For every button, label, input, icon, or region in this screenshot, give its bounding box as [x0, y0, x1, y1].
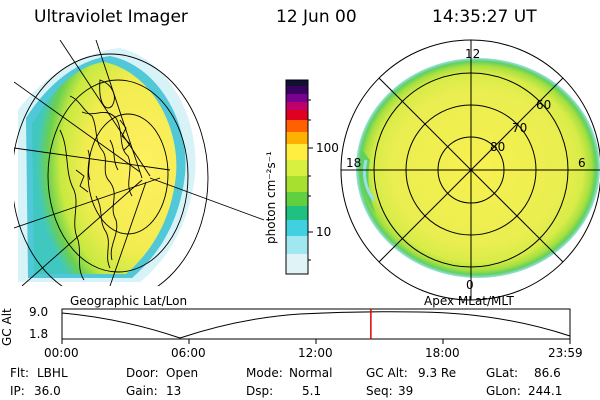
color-scale-bar [285, 79, 313, 275]
time-display: 14:35:27 UT [432, 7, 537, 27]
glon-label: GLon: [486, 384, 521, 398]
glon-value: 244.1 [528, 384, 563, 398]
mlat-ring-80: 80 [490, 140, 506, 154]
altitude-xtick-1800: 18:00 [425, 346, 460, 360]
colorbar-unit-label: photon cm⁻²s⁻¹ [264, 151, 278, 244]
gc-alt-value: 9.3 Re [418, 366, 457, 380]
altitude-xtick-1200: 12:00 [298, 346, 333, 360]
seq-value: 39 [398, 384, 414, 398]
altitude-ytick-min: 1.8 [29, 327, 49, 341]
colorbar-tick-100: 100 [316, 141, 339, 155]
geographic-image [14, 40, 264, 286]
altitude-ylabel: GC Alt [0, 308, 14, 346]
mode-label: Mode: [246, 366, 283, 380]
mlt-label-0: 0 [466, 278, 474, 292]
filter-value: LBHL [37, 366, 68, 380]
door-value: Open [166, 366, 199, 380]
glat-value: 86.6 [534, 366, 561, 380]
altitude-ytick-max: 9.0 [29, 305, 49, 319]
glat-label: GLat: [486, 366, 519, 380]
geographic-panel-label: Geographic Lat/Lon [70, 294, 188, 308]
altitude-plot [61, 308, 571, 344]
gain-label: Gain: [126, 384, 158, 398]
dsp-label: Dsp: [246, 384, 274, 398]
app-title: Ultraviolet Imager [34, 7, 188, 27]
mlat-ring-60: 60 [536, 98, 552, 112]
mode-value: Normal [289, 366, 333, 380]
gc-alt-label: GC Alt: [366, 366, 408, 380]
mlat-ring-70: 70 [512, 121, 528, 135]
seq-label: Seq: [366, 384, 393, 398]
dsp-value: 5.1 [302, 384, 322, 398]
altitude-xtick-2359: 23:59 [548, 346, 583, 360]
mlt-label-6: 6 [578, 156, 586, 170]
altitude-xtick-0600: 06:00 [171, 346, 206, 360]
mlt-label-12: 12 [465, 47, 481, 61]
gain-value: 13 [166, 384, 182, 398]
ip-label: IP: [10, 384, 25, 398]
polar-image [340, 39, 600, 301]
apex-panel-label: Apex MLat/MLT [424, 294, 514, 308]
colorbar-tick-10: 10 [316, 225, 332, 239]
ip-value: 36.0 [34, 384, 61, 398]
date-display: 12 Jun 00 [276, 7, 357, 27]
filter-label: Flt: [10, 366, 29, 380]
door-label: Door: [126, 366, 159, 380]
altitude-xtick-0000: 00:00 [44, 346, 79, 360]
mlt-label-18: 18 [346, 156, 362, 170]
